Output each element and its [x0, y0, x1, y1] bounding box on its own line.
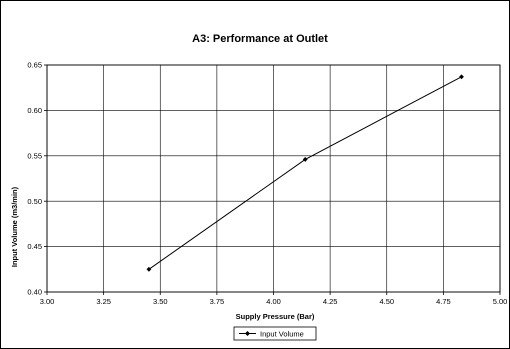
data-point-marker: [146, 266, 152, 272]
data-point-marker: [302, 157, 308, 162]
y-axis-title: Input Volume (m3/min): [10, 186, 19, 267]
x-tick-label: 4.25: [323, 297, 338, 306]
y-tick-label: 0.40: [27, 288, 42, 297]
x-tick-label: 3.75: [210, 297, 225, 306]
y-tick-label: 0.65: [27, 61, 42, 70]
plot-area: 3.00 3.25 3.50 3.75 4.00 4.25 4.50 4.75 5.00 0.40…: [27, 61, 507, 306]
plot-frame: [46, 64, 501, 293]
y-tick-label: 0.45: [27, 242, 42, 251]
x-tick-label: 3.50: [153, 297, 168, 306]
x-tick-label: 3.25: [96, 297, 111, 306]
y-tick-label: 0.50: [27, 197, 42, 206]
chart-title: A3: Performance at Outlet: [192, 33, 328, 45]
x-axis-title: Supply Pressure (Bar): [236, 312, 315, 321]
legend-marker: [245, 331, 250, 336]
y-tick-label: 0.60: [27, 106, 42, 115]
x-tick-label: 4.75: [436, 297, 451, 306]
x-tick-label: 4.00: [266, 297, 281, 306]
x-tick-label: 3.00: [40, 297, 55, 306]
x-tick-label: 4.50: [379, 297, 394, 306]
legend: Input Volume: [233, 326, 317, 341]
y-tick-label: 0.55: [27, 151, 42, 160]
legend-box: [233, 326, 317, 341]
data-point-marker: [459, 74, 464, 80]
legend-label: Input Volume: [260, 330, 304, 339]
x-tick-label: 5.00: [493, 297, 508, 306]
